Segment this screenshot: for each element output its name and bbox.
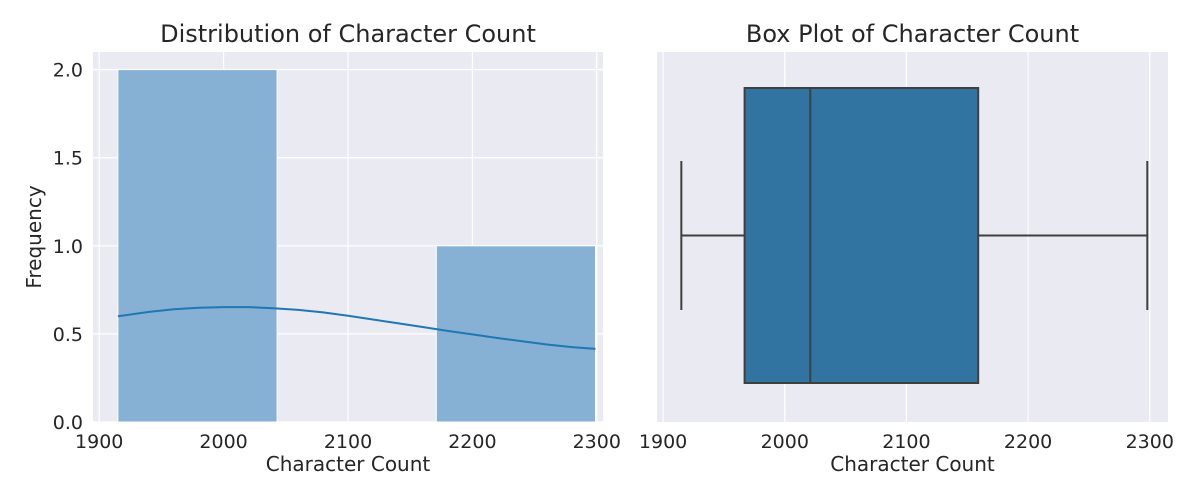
histogram-y-ticks: 0.0 0.5 1.0 1.5 2.0 [53,60,83,434]
boxplot-x-tick-label: 2200 [1004,431,1052,453]
histogram-panel: 1900 2000 2100 2200 2300 0.0 0.5 1.0 1.5 2.0 Dis… [22,20,621,476]
boxplot-x-tick-label: 2000 [761,431,809,453]
kde-curve [117,306,596,350]
boxplot-marks [680,87,1149,384]
histogram-title: Distribution of Character Count [160,20,536,48]
histogram-x-tick-label: 2300 [573,431,621,453]
histogram-x-tick-label: 1900 [75,431,123,453]
boxplot-title: Box Plot of Character Count [746,20,1079,48]
histogram-y-axis-label: Frequency [22,185,46,288]
histogram-y-tick-label: 0.0 [53,412,83,434]
boxplot-x-ticks: 1900 2000 2100 2200 2300 [639,431,1174,453]
boxplot-x-tick-label: 1900 [639,431,687,453]
interquartile-box [743,87,980,384]
histogram-bar [117,69,278,423]
boxplot-x-tick-label: 2300 [1126,431,1174,453]
histogram-x-tick-label: 2000 [199,431,247,453]
histogram-y-tick-label: 2.0 [53,60,83,82]
histogram-y-tick-label: 1.5 [53,148,83,170]
histogram-bar [435,245,597,423]
histogram-y-tick-label: 0.5 [53,324,83,346]
boxplot-x-tick-label: 2100 [882,431,930,453]
boxplot-x-axis-label: Character Count [830,452,995,476]
histogram-x-axis-label: Character Count [266,452,431,476]
histogram-x-tick-label: 2200 [448,431,496,453]
boxplot-panel: 1900 2000 2100 2200 2300 Box Plot of Charact… [639,20,1174,476]
histogram-bars [117,69,597,423]
histogram-x-tick-label: 2100 [324,431,372,453]
histogram-x-ticks: 1900 2000 2100 2200 2300 [75,431,621,453]
histogram-y-tick-label: 1.0 [53,236,83,258]
